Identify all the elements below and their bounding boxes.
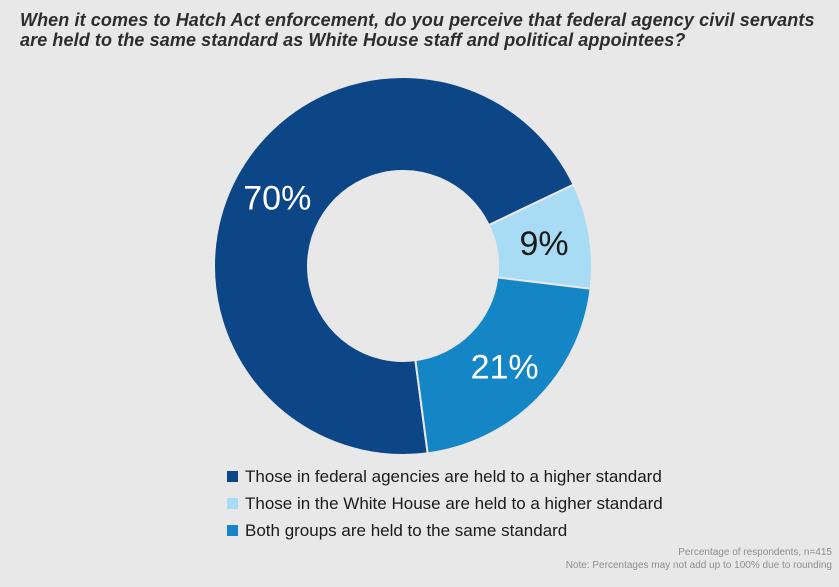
- chart-title: When it comes to Hatch Act enforcement, …: [20, 10, 826, 50]
- legend-swatch-icon: [227, 471, 238, 482]
- footnote-line2: Note: Percentages may not add up to 100%…: [565, 560, 832, 571]
- donut-slice-0: [213, 76, 575, 456]
- legend-item-both-groups: Both groups are held to the same standar…: [227, 517, 663, 544]
- legend: Those in federal agencies are held to a …: [227, 463, 663, 544]
- legend-item-white-house: Those in the White House are held to a h…: [227, 490, 663, 517]
- footnote: Percentage of respondents, n=415 Note: P…: [566, 546, 832, 572]
- footnote-line1: Percentage of respondents, n=415: [678, 547, 832, 558]
- donut-slice-2: [414, 276, 592, 455]
- legend-swatch-icon: [227, 498, 238, 509]
- legend-swatch-icon: [227, 525, 238, 536]
- legend-label: Both groups are held to the same standar…: [245, 520, 568, 540]
- slice-value-label: 70%: [243, 180, 311, 218]
- legend-label: Those in the White House are held to a h…: [245, 493, 663, 513]
- chart-title-line2: are held to the same standard as White H…: [20, 29, 686, 50]
- slice-value-label: 9%: [520, 225, 569, 263]
- slice-value-label: 21%: [471, 349, 539, 387]
- chart-title-line1: When it comes to Hatch Act enforcement, …: [20, 10, 815, 30]
- legend-label: Those in federal agencies are held to a …: [245, 466, 662, 486]
- legend-item-federal-agencies: Those in federal agencies are held to a …: [227, 463, 663, 490]
